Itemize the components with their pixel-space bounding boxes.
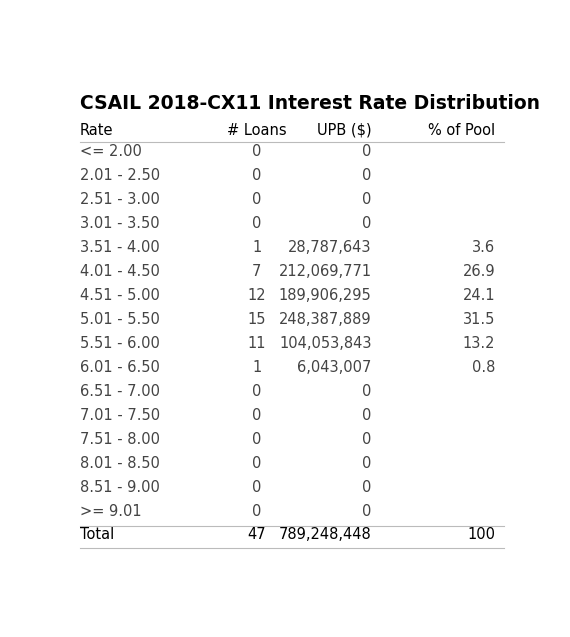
Text: 0: 0 <box>252 144 262 159</box>
Text: 15: 15 <box>247 312 266 327</box>
Text: 4.51 - 5.00: 4.51 - 5.00 <box>80 288 160 303</box>
Text: 0: 0 <box>252 505 262 520</box>
Text: 189,906,295: 189,906,295 <box>279 288 372 303</box>
Text: 0: 0 <box>363 192 372 207</box>
Text: 4.01 - 4.50: 4.01 - 4.50 <box>80 264 160 279</box>
Text: 0: 0 <box>363 457 372 471</box>
Text: 0: 0 <box>363 433 372 447</box>
Text: 7.51 - 8.00: 7.51 - 8.00 <box>80 433 160 447</box>
Text: 7: 7 <box>252 264 262 279</box>
Text: 26.9: 26.9 <box>463 264 495 279</box>
Text: 12: 12 <box>247 288 266 303</box>
Text: 7.01 - 7.50: 7.01 - 7.50 <box>80 408 160 424</box>
Text: 0: 0 <box>252 168 262 183</box>
Text: 0: 0 <box>363 505 372 520</box>
Text: 3.01 - 3.50: 3.01 - 3.50 <box>80 216 160 231</box>
Text: 24.1: 24.1 <box>463 288 495 303</box>
Text: 0: 0 <box>252 433 262 447</box>
Text: 0: 0 <box>363 144 372 159</box>
Text: 1: 1 <box>252 240 262 255</box>
Text: 6,043,007: 6,043,007 <box>298 361 372 375</box>
Text: 6.01 - 6.50: 6.01 - 6.50 <box>80 361 160 375</box>
Text: 0: 0 <box>252 384 262 399</box>
Text: 0: 0 <box>252 480 262 496</box>
Text: 2.51 - 3.00: 2.51 - 3.00 <box>80 192 160 207</box>
Text: 31.5: 31.5 <box>463 312 495 327</box>
Text: 0: 0 <box>363 216 372 231</box>
Text: 8.51 - 9.00: 8.51 - 9.00 <box>80 480 160 496</box>
Text: Rate: Rate <box>80 123 113 138</box>
Text: 0: 0 <box>252 408 262 424</box>
Text: 0: 0 <box>252 216 262 231</box>
Text: >= 9.01: >= 9.01 <box>80 505 142 520</box>
Text: 0: 0 <box>363 408 372 424</box>
Text: 100: 100 <box>467 527 495 541</box>
Text: 789,248,448: 789,248,448 <box>279 527 372 541</box>
Text: 0: 0 <box>363 480 372 496</box>
Text: 0: 0 <box>252 457 262 471</box>
Text: 0: 0 <box>363 168 372 183</box>
Text: CSAIL 2018-CX11 Interest Rate Distribution: CSAIL 2018-CX11 Interest Rate Distributi… <box>80 94 540 113</box>
Text: 5.51 - 6.00: 5.51 - 6.00 <box>80 336 160 351</box>
Text: 8.01 - 8.50: 8.01 - 8.50 <box>80 457 160 471</box>
Text: 11: 11 <box>247 336 266 351</box>
Text: 104,053,843: 104,053,843 <box>279 336 372 351</box>
Text: 47: 47 <box>247 527 266 541</box>
Text: # Loans: # Loans <box>227 123 287 138</box>
Text: 212,069,771: 212,069,771 <box>279 264 372 279</box>
Text: 0: 0 <box>252 192 262 207</box>
Text: UPB ($): UPB ($) <box>317 123 372 138</box>
Text: Total: Total <box>80 527 115 541</box>
Text: 13.2: 13.2 <box>463 336 495 351</box>
Text: <= 2.00: <= 2.00 <box>80 144 142 159</box>
Text: 28,787,643: 28,787,643 <box>288 240 372 255</box>
Text: 0.8: 0.8 <box>472 361 495 375</box>
Text: 1: 1 <box>252 361 262 375</box>
Text: % of Pool: % of Pool <box>428 123 495 138</box>
Text: 6.51 - 7.00: 6.51 - 7.00 <box>80 384 160 399</box>
Text: 0: 0 <box>363 384 372 399</box>
Text: 248,387,889: 248,387,889 <box>279 312 372 327</box>
Text: 5.01 - 5.50: 5.01 - 5.50 <box>80 312 160 327</box>
Text: 3.6: 3.6 <box>472 240 495 255</box>
Text: 2.01 - 2.50: 2.01 - 2.50 <box>80 168 160 183</box>
Text: 3.51 - 4.00: 3.51 - 4.00 <box>80 240 160 255</box>
